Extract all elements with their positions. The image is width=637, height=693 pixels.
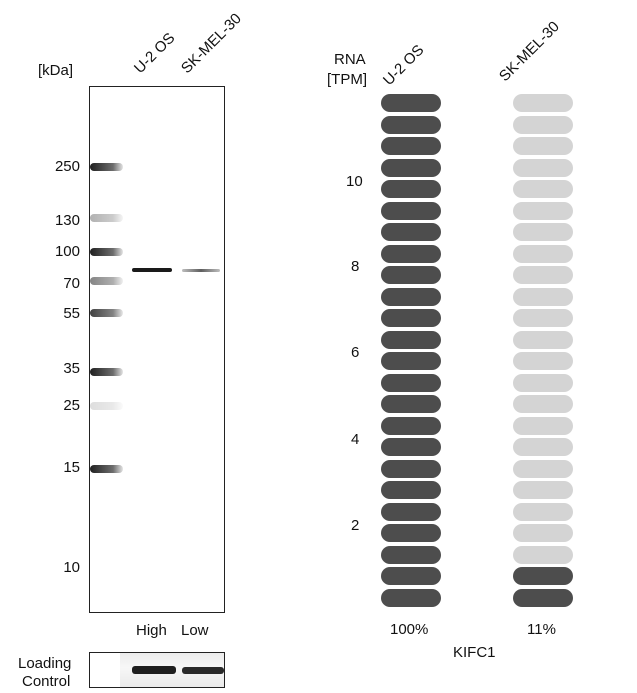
rna-segment-u2os: [381, 373, 441, 392]
loading-control-label-line1: Loading: [18, 655, 72, 672]
rna-segment-u2os: [381, 115, 441, 134]
mw-marker-15: 15: [63, 459, 80, 476]
rna-segment-skmel30: [513, 524, 573, 542]
rna-segment-u2os: [381, 502, 441, 521]
rna-percent-u2os: 100%: [390, 621, 429, 638]
gene-name-label: KIFC1: [453, 644, 496, 661]
rna-segment-skmel30: [513, 287, 573, 306]
rna-bar-column-u2os: [381, 94, 441, 610]
mw-marker-70: 70: [63, 275, 80, 292]
ladder-band-250: [90, 163, 123, 171]
rna-segment-u2os: [381, 524, 441, 542]
rna-percent-skmel30: 11%: [527, 621, 556, 638]
rna-segment-u2os: [381, 180, 441, 198]
rna-segment-u2os: [381, 545, 441, 564]
rna-segment-skmel30: [513, 180, 573, 198]
rna-segment-skmel30: [513, 223, 573, 241]
rna-segment-u2os: [381, 438, 441, 456]
rna-segment-skmel30: [513, 545, 573, 564]
rna-segment-u2os: [381, 481, 441, 499]
expression-label-low: Low: [181, 622, 209, 639]
mw-marker-25: 25: [63, 397, 80, 414]
ladder-band-70: [90, 277, 123, 285]
rna-segment-skmel30: [513, 416, 573, 435]
rna-segment-u2os: [381, 309, 441, 327]
rna-segment-skmel30: [513, 502, 573, 521]
rna-segment-skmel30: [513, 567, 573, 585]
rna-segment-u2os: [381, 158, 441, 177]
rna-segment-u2os: [381, 459, 441, 478]
rna-segment-skmel30: [513, 309, 573, 327]
blot-band-skmel30: [182, 269, 220, 272]
rna-segment-skmel30: [513, 588, 573, 607]
rna-axis-tick-4: 4: [351, 431, 360, 448]
rna-segment-skmel30: [513, 373, 573, 392]
blot-band-u2os: [132, 268, 172, 272]
rna-segment-u2os: [381, 223, 441, 241]
rna-segment-u2os: [381, 352, 441, 370]
ladder-band-55: [90, 309, 123, 317]
rna-segment-u2os: [381, 266, 441, 284]
rna-segment-u2os: [381, 94, 441, 112]
rna-segment-u2os: [381, 416, 441, 435]
mw-marker-130: 130: [54, 212, 80, 229]
rna-axis-tick-10: 10: [346, 173, 363, 190]
rna-segment-skmel30: [513, 459, 573, 478]
ladder-band-35: [90, 368, 123, 376]
lane-label-skmel30: SK-MEL-30: [177, 10, 245, 78]
lane-label-u2os: U-2 OS: [130, 29, 179, 77]
ladder-band-25: [90, 402, 123, 410]
rna-segment-u2os: [381, 244, 441, 263]
mw-marker-250: 250: [54, 158, 80, 175]
rna-segment-skmel30: [513, 115, 573, 134]
rna-title-line2: [TPM]: [327, 71, 367, 88]
mw-marker-35: 35: [63, 360, 80, 377]
mw-marker-10: 10: [63, 559, 80, 576]
rna-title-line1: RNA: [334, 51, 366, 68]
rna-segment-skmel30: [513, 352, 573, 370]
rna-segment-skmel30: [513, 244, 573, 263]
rna-segment-u2os: [381, 201, 441, 220]
rna-segment-u2os: [381, 137, 441, 155]
loading-band-skmel30: [182, 667, 224, 674]
rna-segment-skmel30: [513, 158, 573, 177]
rna-segment-skmel30: [513, 137, 573, 155]
loading-band-u2os: [132, 666, 176, 674]
rna-segment-skmel30: [513, 395, 573, 413]
loading-control-blot: [89, 652, 225, 688]
mw-marker-100: 100: [54, 243, 80, 260]
ladder-band-15: [90, 465, 123, 473]
rna-segment-skmel30: [513, 481, 573, 499]
ladder-band-130: [90, 214, 123, 222]
rna-cell-label-u2os: U-2 OS: [379, 41, 428, 89]
rna-segment-skmel30: [513, 266, 573, 284]
rna-segment-u2os: [381, 395, 441, 413]
rna-axis-tick-2: 2: [351, 517, 360, 534]
rna-segment-u2os: [381, 588, 441, 607]
rna-segment-u2os: [381, 330, 441, 349]
rna-segment-skmel30: [513, 330, 573, 349]
rna-bar-column-skmel30: [513, 94, 573, 610]
rna-segment-skmel30: [513, 94, 573, 112]
expression-label-high: High: [136, 622, 167, 639]
rna-segment-skmel30: [513, 201, 573, 220]
rna-segment-u2os: [381, 287, 441, 306]
loading-control-label-line2: Control: [22, 673, 71, 690]
mw-marker-55: 55: [63, 305, 80, 322]
ladder-band-100: [90, 248, 123, 256]
western-blot-image: [89, 86, 225, 613]
kda-unit-label: [kDa]: [38, 62, 74, 79]
rna-segment-u2os: [381, 567, 441, 585]
rna-axis-tick-6: 6: [351, 344, 360, 361]
rna-cell-label-skmel30: SK-MEL-30: [495, 18, 563, 86]
rna-segment-skmel30: [513, 438, 573, 456]
rna-axis-tick-8: 8: [351, 258, 360, 275]
